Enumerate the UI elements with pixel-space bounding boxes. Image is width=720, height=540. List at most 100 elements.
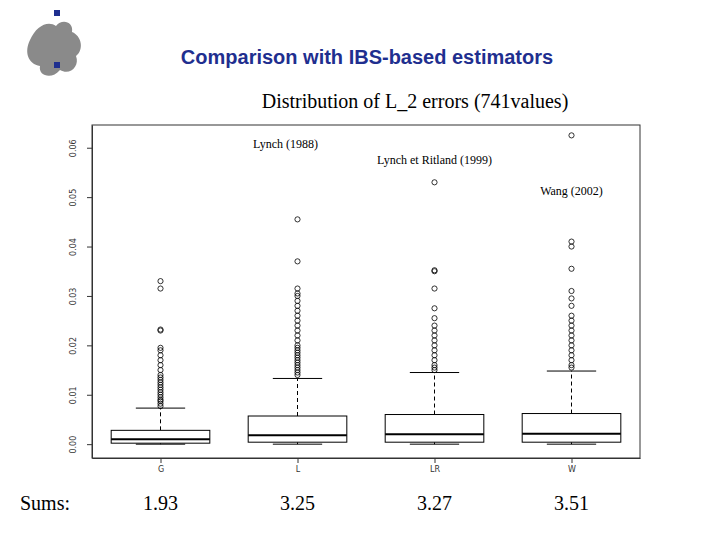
whisker-cap-upper [547,371,596,372]
sums-label: Sums: [20,492,70,514]
outlier [569,348,574,353]
outlier [158,328,163,333]
y-tick-mark [87,197,92,198]
outlier [432,316,437,321]
whisker-upper [297,378,298,416]
y-tick-mark [87,296,92,297]
outlier [295,291,300,296]
outlier [432,363,437,368]
outlier [432,353,437,358]
logo-square [54,62,60,68]
outlier [432,338,437,343]
annotation: Lynch et Ritland (1999) [377,153,492,167]
title: Comparison with IBS-based estimators [181,46,553,68]
outlier [295,308,300,313]
box-group [111,279,210,445]
outlier [569,323,574,328]
x-tick-label: G [158,465,164,474]
outlier [432,348,437,353]
outlier [569,318,574,323]
boxes [111,133,621,444]
outlier [569,338,574,343]
y-tick-label: 0.05 [69,189,78,207]
x-tick: W [568,458,576,474]
x-tick-mark [161,458,162,463]
outlier [295,343,300,348]
whisker-upper [571,371,572,413]
outlier [158,363,163,368]
outlier [158,327,163,332]
outlier [295,313,300,318]
outlier [158,345,163,350]
outlier [295,259,300,264]
y-tick-label: 0.02 [69,337,78,355]
y-tick: 0.02 [69,337,92,355]
y-axis-line [92,126,93,459]
x-tick-mark [298,458,299,463]
y-tick-mark [87,148,92,149]
outlier [158,367,163,372]
outlier [295,333,300,338]
outlier [432,323,437,328]
outlier [569,328,574,333]
outlier [295,286,300,291]
median [385,433,484,435]
outlier [569,358,574,363]
outlier [158,358,163,363]
outlier [569,313,574,318]
outlier [432,306,437,311]
y-tick: 0.06 [69,139,92,157]
x-tick: L [296,458,301,474]
whisker-cap-lower [410,444,459,445]
annotation: Wang (2002) [540,184,603,198]
outlier [569,353,574,358]
outlier [432,180,437,185]
x-tick-label: L [296,465,301,474]
outlier [569,343,574,348]
whisker-cap-upper [273,378,322,379]
outlier [569,296,574,301]
x-axis-line [93,458,641,459]
y-tick: 0.04 [69,238,92,256]
box-group [522,133,621,444]
x-axis: G L LR W [93,458,641,474]
outlier [295,298,300,303]
outlier [295,303,300,308]
y-tick-label: 0.04 [69,238,78,256]
outlier [569,288,574,293]
outlier [432,268,437,273]
outlier [295,318,300,323]
whisker-cap-lower [273,444,322,445]
whisker-upper [434,373,435,415]
outlier [569,266,574,271]
outlier [432,286,437,291]
outlier [569,363,574,368]
y-tick-mark [87,247,92,248]
outlier [158,286,163,291]
y-tick: 0.01 [69,386,92,404]
y-tick-mark [87,345,92,346]
outlier [158,279,163,284]
outlier [158,372,163,377]
outlier [432,269,437,274]
box-group [248,217,347,444]
outlier [295,338,300,343]
annotation: Lynch (1988) [253,137,318,151]
y-tick: 0.03 [69,288,92,306]
x-tick-label: LR [430,465,440,474]
x-tick: LR [430,458,440,474]
box-group [385,180,484,444]
outlier [295,323,300,328]
median [248,434,347,436]
subtitle: Distribution of L_2 errors (741values) [262,90,569,113]
outlier [432,333,437,338]
y-tick: 0.05 [69,189,92,207]
whisker-upper [160,408,161,430]
y-tick: 0.00 [69,436,92,454]
chart: Comparison with IBS-based estimators Dist… [0,0,720,540]
outlier [158,353,163,358]
y-tick-mark [87,444,92,445]
y-tick-label: 0.01 [69,386,78,404]
box [522,414,621,443]
x-tick-mark [435,458,436,463]
